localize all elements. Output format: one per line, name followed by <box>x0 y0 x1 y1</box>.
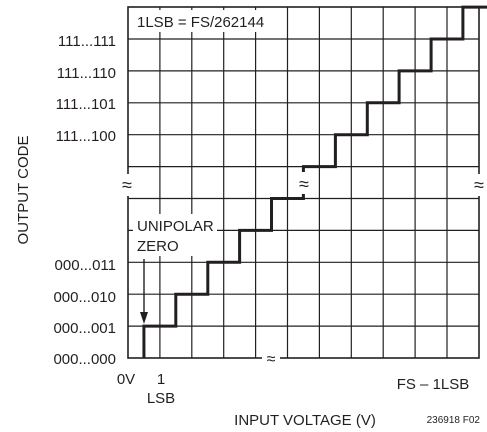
y-axis-title: OUTPUT CODE <box>15 136 32 245</box>
y-tick-label-111-111: 111...111 <box>58 33 116 50</box>
y-tick-label-000-011: 000...011 <box>55 257 116 274</box>
unipolar-zero-arrow-head <box>140 312 148 324</box>
y-axis-break-symbol: ≈ <box>122 175 132 195</box>
unipolar-zero-box <box>133 214 217 256</box>
y-tick-label-111-101: 111...101 <box>56 96 116 113</box>
y-tick-label-111-110: 111...110 <box>57 65 116 82</box>
lsb-annotation-box <box>132 10 278 32</box>
curve-break-mask <box>296 172 312 194</box>
y-tick-label-000-001: 000...001 <box>53 320 116 337</box>
lsb-annotation: 1LSB = FS/262144 <box>137 14 264 31</box>
right-break-mask <box>471 174 487 196</box>
x-axis-title: INPUT VOLTAGE (V) <box>234 412 376 429</box>
y-tick-label-000-010: 000...010 <box>53 289 116 306</box>
y-tick-label-000-000: 000...000 <box>53 351 116 368</box>
x-tick-label-fs-minus-1lsb: FS – 1LSB <box>397 376 470 393</box>
x-break-mask <box>262 350 280 366</box>
figure-code: 236918 F02 <box>427 415 481 426</box>
unipolar-zero-label-bottom: ZERO <box>137 238 179 255</box>
x-axis-break-symbol: ≈ <box>267 351 276 368</box>
x-tick-label-0v: 0V <box>117 371 135 388</box>
y-break-mask <box>118 174 136 196</box>
y-tick-label-111-100: 111...100 <box>56 128 116 145</box>
transfer-staircase-line <box>142 5 487 359</box>
right-axis-break-symbol: ≈ <box>474 175 484 195</box>
x-tick-label-lsb: LSB <box>147 390 175 407</box>
unipolar-zero-label-top: UNIPOLAR <box>137 218 214 235</box>
x-tick-label-1: 1 <box>157 371 165 388</box>
curve-break-symbol: ≈ <box>299 174 309 194</box>
